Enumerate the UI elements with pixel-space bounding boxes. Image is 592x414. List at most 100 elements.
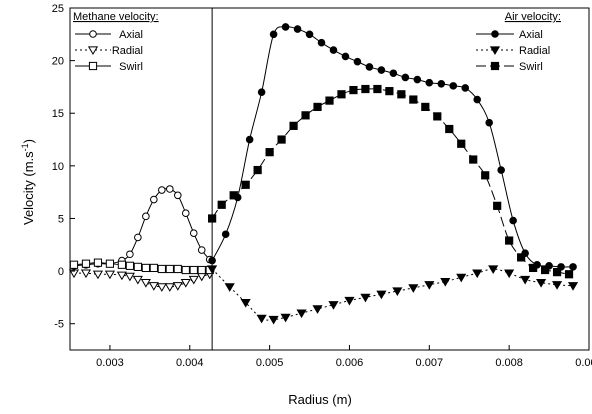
data-point-air-swirl [529, 263, 538, 273]
y-axis-title-exponent: -1 [20, 143, 30, 151]
y-axis-title-main: Velocity (m.s [21, 151, 36, 225]
data-point-methane-radial [68, 269, 80, 279]
legend-air: Air velocity: Axial Radial Swirl [505, 11, 561, 73]
data-point-air-swirl [373, 84, 382, 94]
data-point-air-axial [485, 118, 493, 127]
legend-marker-air-radial [489, 46, 501, 55]
data-point-methane-axial [197, 246, 206, 254]
data-point-air-swirl [229, 191, 238, 200]
legend-marker-methane-swirl [88, 61, 98, 71]
data-point-methane-radial [116, 271, 127, 281]
data-point-air-radial [376, 290, 387, 300]
legend-methane-axial-label: Axial [119, 29, 143, 41]
data-point-air-radial [256, 314, 267, 324]
data-point-air-swirl [208, 214, 217, 223]
data-point-air-axial [509, 216, 517, 225]
data-point-air-radial [392, 287, 403, 297]
data-point-air-radial [567, 282, 579, 291]
data-point-air-axial [221, 230, 230, 239]
x-tick-label: 0.003 [96, 357, 124, 369]
legend-methane-title: Methane velocity: [73, 11, 159, 23]
series-methane-radial [68, 269, 215, 292]
data-point-air-swirl [409, 95, 418, 104]
y-tick-label: 0 [58, 266, 64, 278]
data-point-air-radial [224, 283, 235, 292]
y-axis-title: Velocity (m.s-1) [20, 139, 36, 225]
data-point-air-swirl [481, 171, 490, 180]
data-point-methane-swirl [181, 265, 190, 275]
data-point-air-swirl [337, 90, 346, 99]
data-point-air-swirl [505, 236, 514, 245]
plot-frame [69, 7, 590, 351]
data-point-air-radial [424, 281, 435, 290]
legend-marker-methane-axial [89, 30, 97, 38]
data-point-methane-axial [158, 186, 166, 194]
data-point-methane-radial [124, 272, 135, 282]
data-point-air-swirl [289, 121, 298, 130]
legend-air-title: Air velocity: [505, 11, 561, 23]
data-point-methane-swirl [117, 260, 127, 269]
data-point-methane-axial [181, 209, 190, 217]
x-tick-label: 0.005 [256, 357, 284, 369]
data-point-air-radial [472, 269, 483, 279]
data-point-methane-radial [148, 282, 159, 291]
x-axis-title: Radius (m) [288, 392, 352, 407]
data-point-air-radial [488, 265, 499, 274]
data-point-air-axial [257, 88, 266, 96]
x-axis: 0.003 0.004 0.005 0.006 0.007 0.008 0.009 [96, 345, 592, 369]
data-point-air-swirl [325, 96, 334, 105]
legend-marker-air-swirl [490, 61, 500, 71]
data-point-air-axial [473, 95, 482, 104]
data-point-air-radial [536, 279, 547, 288]
data-point-air-swirl [552, 268, 562, 277]
legend-methane-swirl-label: Swirl [119, 61, 143, 73]
data-point-methane-radial [80, 269, 92, 279]
data-point-air-axial [341, 52, 350, 61]
data-point-methane-radial [172, 282, 183, 291]
data-point-air-swirl [277, 135, 286, 144]
data-point-air-radial [456, 273, 467, 283]
data-point-air-radial [408, 284, 419, 293]
data-point-air-radial [551, 281, 563, 290]
data-point-air-swirl [349, 85, 358, 95]
legend-air-radial-label: Radial [519, 45, 550, 57]
data-point-air-radial [520, 275, 531, 285]
y-tick-label: 15 [52, 108, 64, 120]
y-tick-label: 20 [52, 56, 64, 68]
y-tick-label: 10 [52, 161, 64, 173]
data-point-air-axial [281, 23, 290, 31]
data-point-air-radial [344, 296, 355, 306]
series-methane-swirl [69, 258, 214, 275]
data-point-air-swirl [540, 265, 550, 275]
data-point-methane-radial [180, 279, 191, 288]
y-axis-title-close: ) [21, 139, 36, 143]
data-point-air-radial [504, 269, 515, 279]
data-point-air-swirl [313, 102, 322, 112]
data-point-air-radial [440, 277, 451, 287]
data-point-air-axial [293, 25, 302, 33]
x-tick-label: 0.004 [176, 357, 204, 369]
data-point-methane-axial [150, 195, 158, 204]
data-point-methane-swirl [105, 259, 115, 268]
legend-air-swirl-label: Swirl [519, 61, 543, 73]
series-line-air-radial [211, 268, 574, 321]
data-point-air-radial [312, 305, 323, 314]
data-point-methane-axial [173, 191, 182, 200]
data-point-air-swirl [217, 200, 226, 209]
x-tick-label: 0.006 [336, 357, 364, 369]
data-point-air-axial [245, 135, 254, 144]
data-point-methane-swirl [125, 261, 134, 270]
data-point-air-swirl [445, 124, 454, 134]
data-point-air-axial [377, 66, 386, 74]
data-point-air-swirl [457, 139, 466, 148]
series-air-radial [207, 265, 579, 325]
legend-methane-radial-label: Radial [112, 45, 143, 57]
data-point-methane-swirl [133, 262, 142, 271]
data-point-air-axial [208, 256, 216, 265]
data-point-methane-swirl [69, 260, 79, 269]
series-line-air-swirl [211, 88, 570, 275]
x-tick-label: 0.008 [495, 357, 523, 369]
series-air-swirl [208, 84, 574, 279]
series-line-methane-axial [73, 187, 211, 267]
